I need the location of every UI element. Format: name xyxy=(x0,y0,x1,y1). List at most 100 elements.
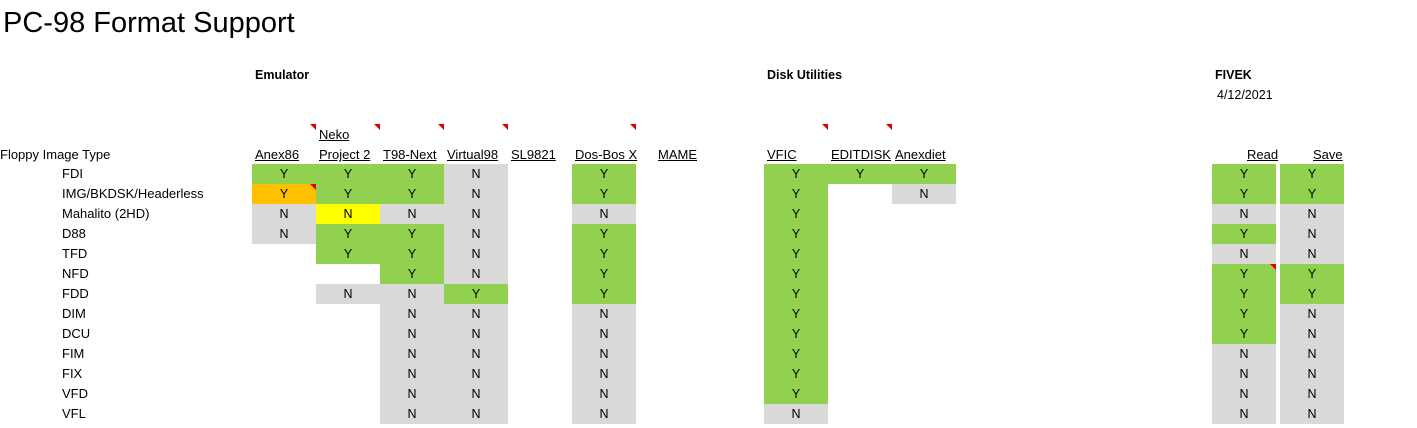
cell-save-vfd[interactable]: N xyxy=(1280,384,1344,404)
cell-virtual98-img-bkdsk-headerless[interactable]: N xyxy=(444,184,508,204)
comment-marker[interactable] xyxy=(374,124,380,130)
cell-t98next-vfl[interactable]: N xyxy=(380,404,444,424)
cell-dosbox-fdd[interactable]: Y xyxy=(572,284,636,304)
cell-t98next-fdi[interactable]: Y xyxy=(380,164,444,184)
cell-vfic-fdi[interactable]: Y xyxy=(764,164,828,184)
cell-virtual98-d88[interactable]: N xyxy=(444,224,508,244)
cell-read-mahalito-2hd-[interactable]: N xyxy=(1212,204,1276,224)
cell-read-img-bkdsk-headerless[interactable]: Y xyxy=(1212,184,1276,204)
cell-neko-mahalito-2hd-[interactable]: N xyxy=(316,204,380,224)
cell-virtual98-tfd[interactable]: N xyxy=(444,244,508,264)
cell-anexdiet-img-bkdsk-headerless[interactable]: N xyxy=(892,184,956,204)
cell-dosbox-fim[interactable]: N xyxy=(572,344,636,364)
cell-virtual98-vfd[interactable]: N xyxy=(444,384,508,404)
cell-virtual98-fdd[interactable]: Y xyxy=(444,284,508,304)
cell-anex86-d88[interactable]: N xyxy=(252,224,316,244)
comment-marker[interactable] xyxy=(310,124,316,130)
cell-t98next-tfd[interactable]: Y xyxy=(380,244,444,264)
cell-dosbox-vfd[interactable]: N xyxy=(572,384,636,404)
cell-virtual98-fix[interactable]: N xyxy=(444,364,508,384)
cell-read-fdi[interactable]: Y xyxy=(1212,164,1276,184)
cell-read-vfd[interactable]: N xyxy=(1212,384,1276,404)
cell-virtual98-nfd[interactable]: N xyxy=(444,264,508,284)
cell-anex86-fdi[interactable]: Y xyxy=(252,164,316,184)
cell-vfic-img-bkdsk-headerless[interactable]: Y xyxy=(764,184,828,204)
cell-t98next-vfd[interactable]: N xyxy=(380,384,444,404)
cell-t98next-nfd[interactable]: Y xyxy=(380,264,444,284)
cell-t98next-d88[interactable]: Y xyxy=(380,224,444,244)
cell-vfic-vfl[interactable]: N xyxy=(764,404,828,424)
cell-editdisk-fdi[interactable]: Y xyxy=(828,164,892,184)
cell-dosbox-tfd[interactable]: Y xyxy=(572,244,636,264)
cell-vfic-fix[interactable]: Y xyxy=(764,364,828,384)
cell-t98next-dcu[interactable]: N xyxy=(380,324,444,344)
cell-virtual98-fim[interactable]: N xyxy=(444,344,508,364)
cell-virtual98-vfl[interactable]: N xyxy=(444,404,508,424)
cell-dosbox-fix[interactable]: N xyxy=(572,364,636,384)
cell-read-fix[interactable]: N xyxy=(1212,364,1276,384)
cell-save-fdd[interactable]: Y xyxy=(1280,284,1344,304)
cell-t98next-img-bkdsk-headerless[interactable]: Y xyxy=(380,184,444,204)
cell-virtual98-mahalito-2hd-[interactable]: N xyxy=(444,204,508,224)
cell-virtual98-dcu[interactable]: N xyxy=(444,324,508,344)
cell-dosbox-nfd[interactable]: Y xyxy=(572,264,636,284)
cell-vfic-dcu[interactable]: Y xyxy=(764,324,828,344)
cell-vfic-mahalito-2hd-[interactable]: Y xyxy=(764,204,828,224)
cell-anex86-mahalito-2hd-[interactable]: N xyxy=(252,204,316,224)
cell-neko-fdi[interactable]: Y xyxy=(316,164,380,184)
comment-marker[interactable] xyxy=(630,124,636,130)
cell-save-tfd[interactable]: N xyxy=(1280,244,1344,264)
comment-marker[interactable] xyxy=(822,124,828,130)
cell-vfic-fim[interactable]: Y xyxy=(764,344,828,364)
cell-vfic-dim[interactable]: Y xyxy=(764,304,828,324)
cell-read-nfd[interactable]: Y xyxy=(1212,264,1276,284)
comment-marker[interactable] xyxy=(310,184,316,190)
cell-save-fix[interactable]: N xyxy=(1280,364,1344,384)
cell-t98next-fix[interactable]: N xyxy=(380,364,444,384)
cell-save-fdi[interactable]: Y xyxy=(1280,164,1344,184)
cell-vfic-vfd[interactable]: Y xyxy=(764,384,828,404)
comment-marker[interactable] xyxy=(502,124,508,130)
cell-save-nfd[interactable]: Y xyxy=(1280,264,1344,284)
cell-vfic-nfd[interactable]: Y xyxy=(764,264,828,284)
cell-virtual98-dim[interactable]: N xyxy=(444,304,508,324)
cell-dosbox-fdi[interactable]: Y xyxy=(572,164,636,184)
cell-read-tfd[interactable]: N xyxy=(1212,244,1276,264)
cell-vfic-d88[interactable]: Y xyxy=(764,224,828,244)
cell-dosbox-img-bkdsk-headerless[interactable]: Y xyxy=(572,184,636,204)
cell-neko-img-bkdsk-headerless[interactable]: Y xyxy=(316,184,380,204)
cell-neko-d88[interactable]: Y xyxy=(316,224,380,244)
cell-dosbox-mahalito-2hd-[interactable]: N xyxy=(572,204,636,224)
cell-read-dcu[interactable]: Y xyxy=(1212,324,1276,344)
cell-read-fdd[interactable]: Y xyxy=(1212,284,1276,304)
cell-read-dim[interactable]: Y xyxy=(1212,304,1276,324)
cell-save-mahalito-2hd-[interactable]: N xyxy=(1280,204,1344,224)
cell-anex86-img-bkdsk-headerless[interactable]: Y xyxy=(252,184,316,204)
cell-t98next-fim[interactable]: N xyxy=(380,344,444,364)
cell-read-vfl[interactable]: N xyxy=(1212,404,1276,424)
cell-read-fim[interactable]: N xyxy=(1212,344,1276,364)
cell-save-d88[interactable]: N xyxy=(1280,224,1344,244)
comment-marker[interactable] xyxy=(1270,264,1276,270)
cell-save-fim[interactable]: N xyxy=(1280,344,1344,364)
cell-vfic-fdd[interactable]: Y xyxy=(764,284,828,304)
cell-t98next-dim[interactable]: N xyxy=(380,304,444,324)
cell-read-d88[interactable]: Y xyxy=(1212,224,1276,244)
cell-t98next-fdd[interactable]: N xyxy=(380,284,444,304)
cell-neko-fdd[interactable]: N xyxy=(316,284,380,304)
cell-save-dim[interactable]: N xyxy=(1280,304,1344,324)
cell-anexdiet-fdi[interactable]: Y xyxy=(892,164,956,184)
cell-dosbox-dcu[interactable]: N xyxy=(572,324,636,344)
cell-virtual98-fdi[interactable]: N xyxy=(444,164,508,184)
cell-save-dcu[interactable]: N xyxy=(1280,324,1344,344)
cell-t98next-mahalito-2hd-[interactable]: N xyxy=(380,204,444,224)
comment-marker[interactable] xyxy=(886,124,892,130)
cell-save-vfl[interactable]: N xyxy=(1280,404,1344,424)
cell-dosbox-dim[interactable]: N xyxy=(572,304,636,324)
cell-dosbox-d88[interactable]: Y xyxy=(572,224,636,244)
cell-dosbox-vfl[interactable]: N xyxy=(572,404,636,424)
cell-neko-tfd[interactable]: Y xyxy=(316,244,380,264)
cell-save-img-bkdsk-headerless[interactable]: Y xyxy=(1280,184,1344,204)
comment-marker[interactable] xyxy=(438,124,444,130)
cell-vfic-tfd[interactable]: Y xyxy=(764,244,828,264)
